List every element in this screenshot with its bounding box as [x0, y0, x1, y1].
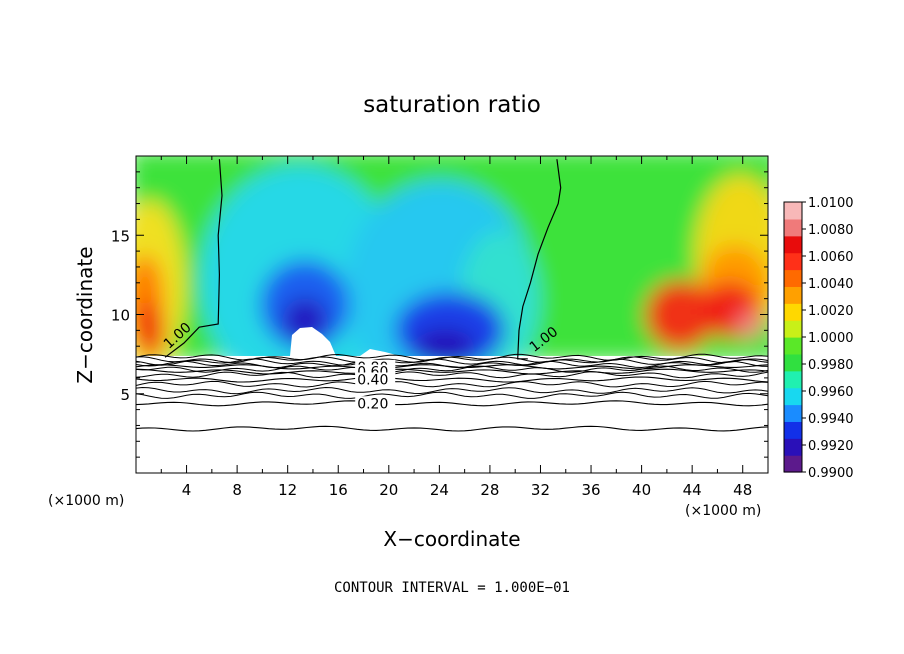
contour-line-1	[136, 368, 768, 375]
colorbar-swatch-4	[784, 387, 802, 406]
x-tick-label-2: 12	[278, 481, 297, 499]
chart-title: saturation ratio	[363, 92, 541, 118]
contour-line-layer	[136, 380, 768, 388]
field-red-right-a	[645, 280, 715, 350]
y-axis-ticks: 5 10 15	[111, 171, 768, 458]
x-unit-left: (×1000 m)	[48, 493, 124, 509]
x-axis-label: X−coordinate	[383, 527, 520, 551]
contour-line-100-1	[517, 159, 562, 360]
contour-line-layer	[136, 386, 768, 395]
colorbar-label-9: 1.0080	[808, 223, 854, 238]
colorbar-swatch-15	[784, 202, 802, 220]
y-tick-label-2: 15	[111, 227, 130, 245]
x-tick-label-11: 48	[733, 481, 752, 499]
colorbar-swatch-11	[784, 269, 802, 287]
colorbar-swatch-12	[784, 252, 802, 271]
x-tick-label-0: 4	[182, 481, 192, 499]
x-axis-ticks: 4 8 12 16 20 24 28 32 36 40 44 48	[160, 156, 752, 499]
contour-line-4	[136, 425, 768, 432]
colorbar-swatch-0	[784, 455, 802, 473]
colorbar-swatch-7	[784, 337, 802, 355]
colorbar-swatch-9	[784, 303, 802, 321]
colorbar-swatch-2	[784, 421, 802, 439]
colorbar-label-1: 0.9920	[808, 439, 854, 454]
colorbar-swatch-3	[784, 404, 802, 422]
colorbar-swatch-6	[784, 353, 802, 372]
contour-line-layer	[136, 391, 768, 399]
colorbar-label-2: 0.9940	[808, 412, 854, 427]
colorbar-swatch-13	[784, 235, 802, 254]
contour-lines	[136, 159, 768, 432]
contour-label-bg	[355, 396, 396, 411]
contour-line-2	[136, 376, 768, 383]
y-axis-label: Z−coordinate	[73, 246, 97, 383]
x-tick-label-9: 40	[632, 481, 651, 499]
contour-label-2: 0.40	[357, 372, 388, 388]
x-tick-label-4: 20	[379, 481, 398, 499]
y-tick-label-1: 10	[111, 307, 130, 325]
contour-line-layer	[136, 371, 768, 379]
heatmap-field	[136, 156, 768, 473]
x-tick-label-3: 16	[329, 481, 348, 499]
colorbar-label-6: 1.0020	[808, 304, 854, 319]
colorbar-label-4: 0.9980	[808, 358, 854, 373]
colorbar-swatch-14	[784, 218, 802, 237]
colorbar-swatch-10	[784, 286, 802, 304]
x-tick-label-8: 36	[581, 481, 600, 499]
colorbar-label-8: 1.0060	[808, 250, 854, 265]
x-tick-label-7: 32	[531, 481, 550, 499]
y-tick-label-0: 5	[120, 386, 130, 404]
contour-line-0	[136, 364, 768, 370]
colorbar-swatch-5	[784, 370, 802, 389]
field-below-cloud	[136, 356, 768, 473]
x-unit-right: (×1000 m)	[685, 503, 761, 519]
colorbar-swatch-8	[784, 320, 802, 338]
x-tick-label-10: 44	[683, 481, 702, 499]
colorbar-label-3: 0.9960	[808, 385, 854, 400]
contour-line-100-0	[164, 159, 223, 358]
cloud-base-mask	[290, 327, 336, 356]
contour-line-3	[136, 400, 768, 407]
colorbar-label-7: 1.0040	[808, 277, 854, 292]
field-navy-center	[415, 329, 475, 361]
contour-line-layer	[136, 356, 768, 364]
colorbar-label-0: 0.9900	[808, 466, 854, 481]
colorbar: 0.9900 0.9920 0.9940 0.9960 0.9980 1.0000 1.00…	[783, 196, 854, 481]
cloud-base-mask-center	[360, 349, 400, 356]
colorbar-swatch-1	[784, 438, 802, 456]
contour-interval-note: CONTOUR INTERVAL = 1.000E−01	[334, 580, 570, 596]
x-tick-label-5: 24	[430, 481, 449, 499]
x-tick-label-6: 28	[480, 481, 499, 499]
contour-label-3: 0.20	[357, 396, 388, 412]
x-tick-label-1: 8	[232, 481, 242, 499]
contour-label-bg	[355, 372, 396, 387]
colorbar-label-10: 1.0100	[808, 196, 854, 211]
field-red-left	[136, 302, 164, 358]
colorbar-label-5: 1.0000	[808, 331, 854, 346]
contour-line-layer	[136, 365, 768, 373]
field-pink-right	[736, 311, 764, 339]
